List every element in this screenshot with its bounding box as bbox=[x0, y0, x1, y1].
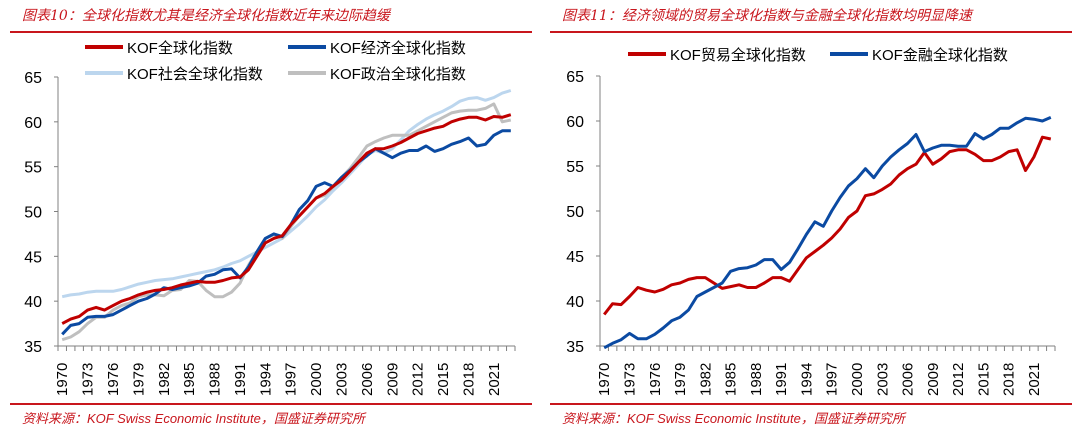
x-tick-label: 2003 bbox=[334, 363, 351, 396]
x-tick-label: 1973 bbox=[621, 363, 638, 396]
x-tick-label: 1979 bbox=[130, 363, 147, 396]
x-tick-label: 2003 bbox=[874, 363, 891, 396]
series-line-2 bbox=[61, 89, 512, 299]
x-tick-label: 1985 bbox=[723, 363, 740, 396]
x-tick-label: 1991 bbox=[773, 363, 790, 396]
x-tick-label: 2015 bbox=[435, 363, 452, 396]
y-tick-label: 40 bbox=[24, 294, 42, 311]
x-tick-label: 2015 bbox=[975, 363, 992, 396]
x-tick-label: 1997 bbox=[283, 363, 300, 396]
x-tick-label: 1976 bbox=[647, 363, 664, 396]
y-tick-label: 45 bbox=[566, 249, 584, 266]
x-tick-label: 2000 bbox=[308, 363, 325, 396]
y-tick-label: 55 bbox=[24, 160, 42, 177]
x-tick-label: 2009 bbox=[925, 363, 942, 396]
y-tick-label: 65 bbox=[24, 70, 42, 87]
legend-label: KOF贸易全球化指数 bbox=[670, 46, 806, 64]
x-tick-label: 2021 bbox=[1026, 363, 1043, 396]
x-tick-label: 1979 bbox=[672, 363, 689, 396]
x-tick-label: 2009 bbox=[384, 363, 401, 396]
chart-source: 资料来源：KOF Swiss Economic Institute，国盛证券研究… bbox=[562, 411, 905, 426]
legend-label: KOF社会全球化指数 bbox=[127, 65, 263, 83]
y-tick-label: 40 bbox=[566, 294, 584, 311]
x-tick-label: 1991 bbox=[232, 363, 249, 396]
x-tick-label: 2021 bbox=[486, 363, 503, 396]
chart-title: 图表11：经济领域的贸易全球化指数与金融全球化指数均明显降速 bbox=[562, 8, 972, 24]
y-tick-label: 50 bbox=[24, 205, 42, 222]
x-tick-label: 2000 bbox=[849, 363, 866, 396]
x-tick-label: 1973 bbox=[80, 363, 97, 396]
chart-svg: 35 40 45 50 55 60 65 1970 1973 1976 1979 1982 1985 19… bbox=[10, 31, 532, 405]
x-tick-label: 1997 bbox=[824, 363, 841, 396]
legend-label: KOF政治全球化指数 bbox=[330, 65, 466, 83]
chart-svg: 35 40 45 50 55 60 65 1970 1973 1976 1979 1982 1985 19… bbox=[550, 31, 1072, 405]
x-tick-label: 2018 bbox=[460, 363, 477, 396]
x-tick-label: 2006 bbox=[900, 363, 917, 396]
x-tick-label: 1988 bbox=[207, 363, 224, 396]
x-tick-label: 2012 bbox=[950, 363, 967, 396]
x-tick-label: 1985 bbox=[181, 363, 198, 396]
legend-label: KOF全球化指数 bbox=[127, 39, 233, 57]
x-tick-label: 1994 bbox=[798, 363, 815, 396]
series-line-0 bbox=[61, 113, 512, 325]
x-tick-label: 1970 bbox=[54, 363, 71, 396]
chart-source: 资料来源：KOF Swiss Economic Institute，国盛证券研究… bbox=[22, 411, 365, 426]
chart-panel-11: 35 40 45 50 55 60 65 1970 1973 1976 1979 1982 1985 19… bbox=[540, 0, 1080, 434]
y-tick-label: 50 bbox=[566, 204, 584, 221]
y-tick-label: 35 bbox=[566, 339, 584, 356]
y-tick-label: 35 bbox=[24, 339, 42, 356]
y-tick-label: 60 bbox=[566, 114, 584, 131]
y-tick-label: 65 bbox=[566, 69, 584, 86]
x-tick-label: 2006 bbox=[359, 363, 376, 396]
x-tick-label: 1976 bbox=[105, 363, 122, 396]
chart-title: 图表10：全球化指数尤其是经济全球化指数近年来边际趋缓 bbox=[22, 8, 390, 24]
x-tick-label: 2012 bbox=[410, 363, 427, 396]
chart-panel-10: 35 40 45 50 55 60 65 1970 1973 1976 1979 1982 1985 19… bbox=[10, 8, 532, 426]
x-tick-label: 1970 bbox=[596, 363, 613, 396]
x-tick-label: 1982 bbox=[156, 363, 173, 396]
legend-label: KOF金融全球化指数 bbox=[872, 46, 1008, 64]
x-tick-label: 2018 bbox=[1001, 363, 1018, 396]
series-line-1 bbox=[603, 116, 1052, 350]
x-tick-label: 1988 bbox=[748, 363, 765, 396]
legend-label: KOF经济全球化指数 bbox=[330, 39, 466, 57]
x-tick-label: 1994 bbox=[257, 363, 274, 396]
y-tick-label: 45 bbox=[24, 249, 42, 266]
y-tick-label: 55 bbox=[566, 159, 584, 176]
x-tick-label: 1982 bbox=[697, 363, 714, 396]
series-line-0 bbox=[603, 135, 1052, 316]
y-tick-label: 60 bbox=[24, 115, 42, 132]
